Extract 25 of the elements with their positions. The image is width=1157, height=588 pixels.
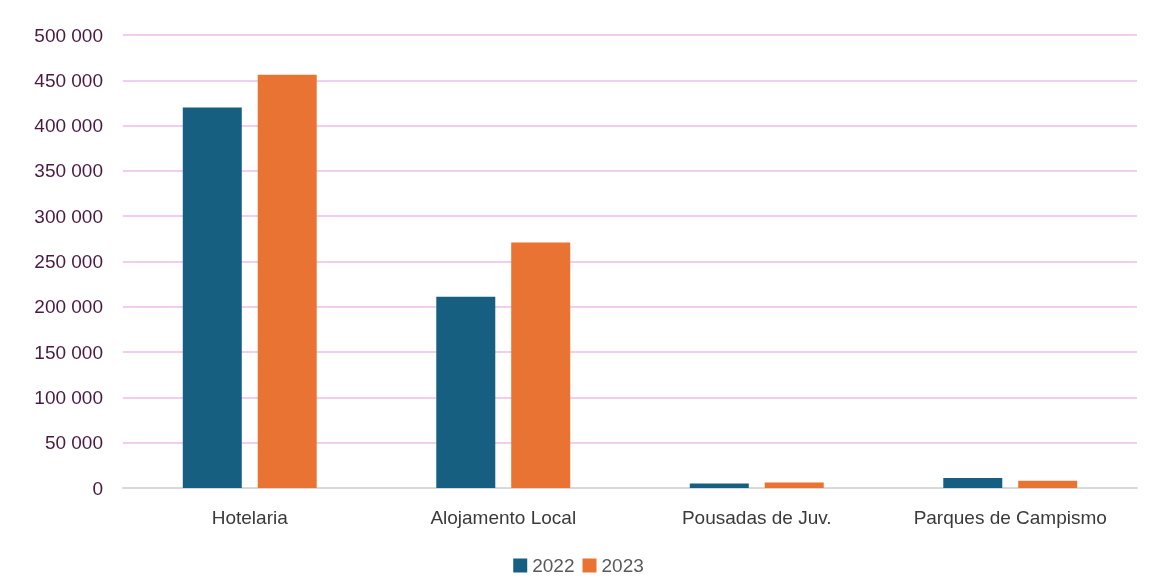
bar — [689, 483, 749, 488]
y-tick-label: 350 000 — [34, 160, 103, 182]
y-tick-label: 50 000 — [44, 432, 103, 454]
y-tick-label: 450 000 — [34, 69, 103, 91]
bar — [257, 74, 317, 488]
legend-label: 2022 — [532, 555, 575, 576]
y-tick-label: 300 000 — [34, 205, 103, 227]
y-tick-label: 500 000 — [34, 24, 103, 46]
bar — [511, 242, 571, 488]
bar — [1018, 480, 1078, 488]
y-tick-label: 0 — [92, 477, 103, 499]
bar — [764, 482, 824, 488]
x-tick-label: Alojamento Local — [430, 507, 577, 528]
y-tick-label: 200 000 — [34, 296, 103, 318]
x-tick-label: Parques de Campismo — [913, 507, 1107, 528]
x-tick-label: Hotelaria — [211, 507, 289, 528]
bar — [436, 296, 496, 488]
bar — [182, 107, 242, 488]
y-tick-label: 400 000 — [34, 115, 103, 137]
bar — [943, 478, 1003, 488]
y-tick-label: 100 000 — [34, 386, 103, 408]
x-tick-label: Pousadas de Juv. — [681, 507, 832, 528]
legend-label: 2023 — [601, 555, 644, 576]
y-tick-label: 150 000 — [34, 341, 103, 363]
y-tick-label: 250 000 — [34, 251, 103, 272]
